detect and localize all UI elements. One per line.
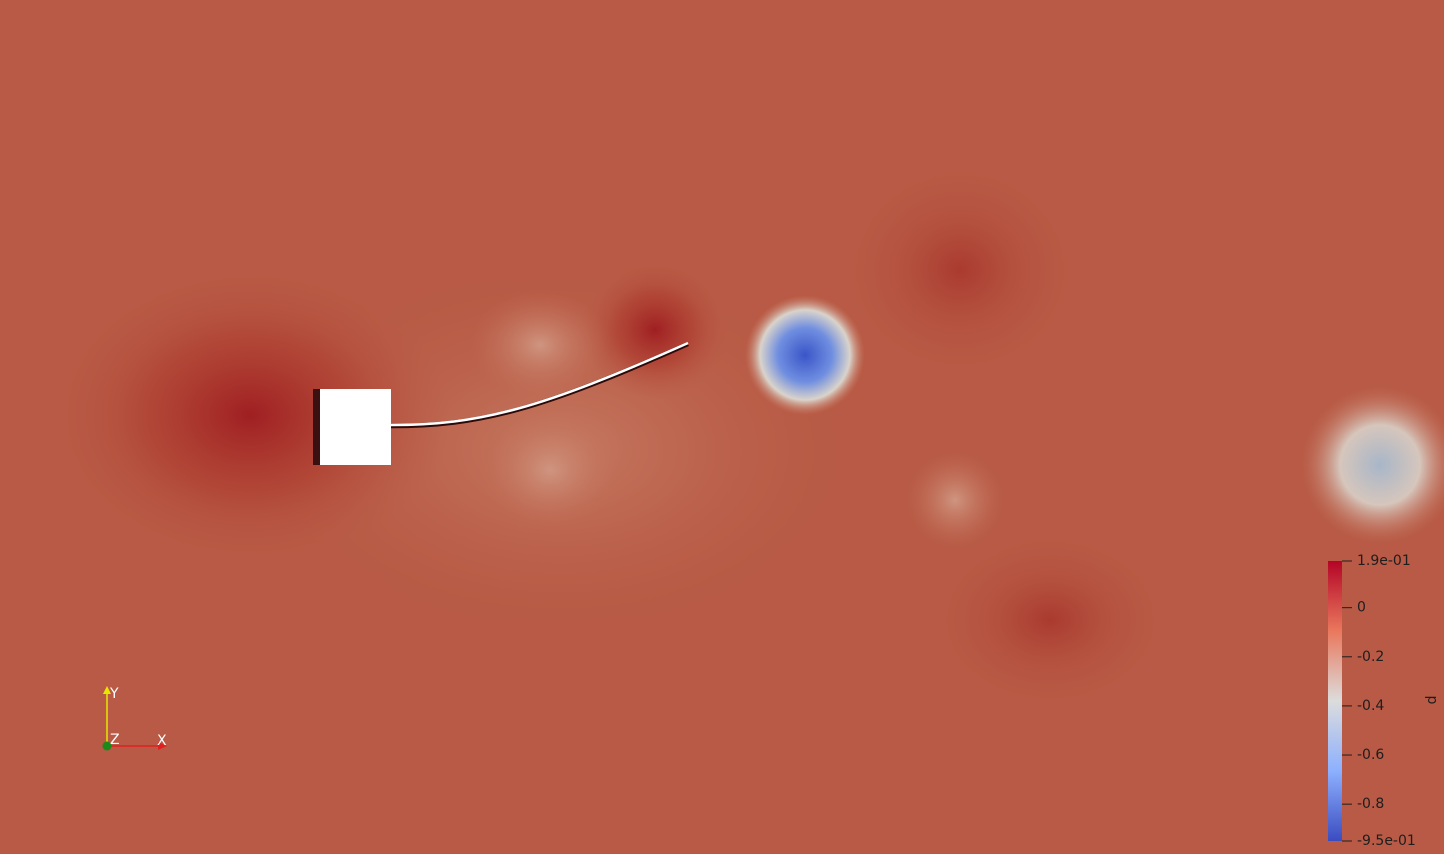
y-label: Y bbox=[109, 686, 119, 702]
colorbar-tick-label: -0.8 bbox=[1357, 796, 1384, 812]
field bbox=[50, 265, 450, 565]
colorbar-tick-label: -0.2 bbox=[1357, 649, 1384, 665]
body-edge bbox=[313, 389, 321, 465]
axes-triad: Y X Z bbox=[102, 686, 167, 751]
vortex bbox=[745, 295, 865, 415]
z-label: Z bbox=[110, 732, 120, 748]
x-label: X bbox=[157, 733, 167, 749]
colorbar-tick-label: -9.5e-01 bbox=[1357, 833, 1416, 849]
field bbox=[470, 290, 610, 400]
y-arrow bbox=[103, 686, 111, 694]
filament bbox=[390, 341, 689, 427]
colorbar-tick-label: 0 bbox=[1357, 600, 1366, 616]
field bbox=[480, 410, 620, 530]
x-arrow bbox=[158, 742, 167, 750]
colorbar-title: p bbox=[1424, 696, 1440, 705]
colorbar-tick-label: -0.4 bbox=[1357, 698, 1384, 714]
vortex bbox=[1300, 385, 1444, 545]
colorbar-tick-label: 1.9e-01 bbox=[1357, 553, 1411, 569]
field bbox=[930, 530, 1170, 710]
field bbox=[905, 450, 1005, 550]
body bbox=[320, 389, 391, 465]
z-axis bbox=[102, 741, 112, 751]
field bbox=[580, 260, 730, 400]
field bbox=[840, 160, 1080, 380]
colorbar-tick-label: -0.6 bbox=[1357, 747, 1384, 763]
colorbar bbox=[1328, 561, 1342, 841]
